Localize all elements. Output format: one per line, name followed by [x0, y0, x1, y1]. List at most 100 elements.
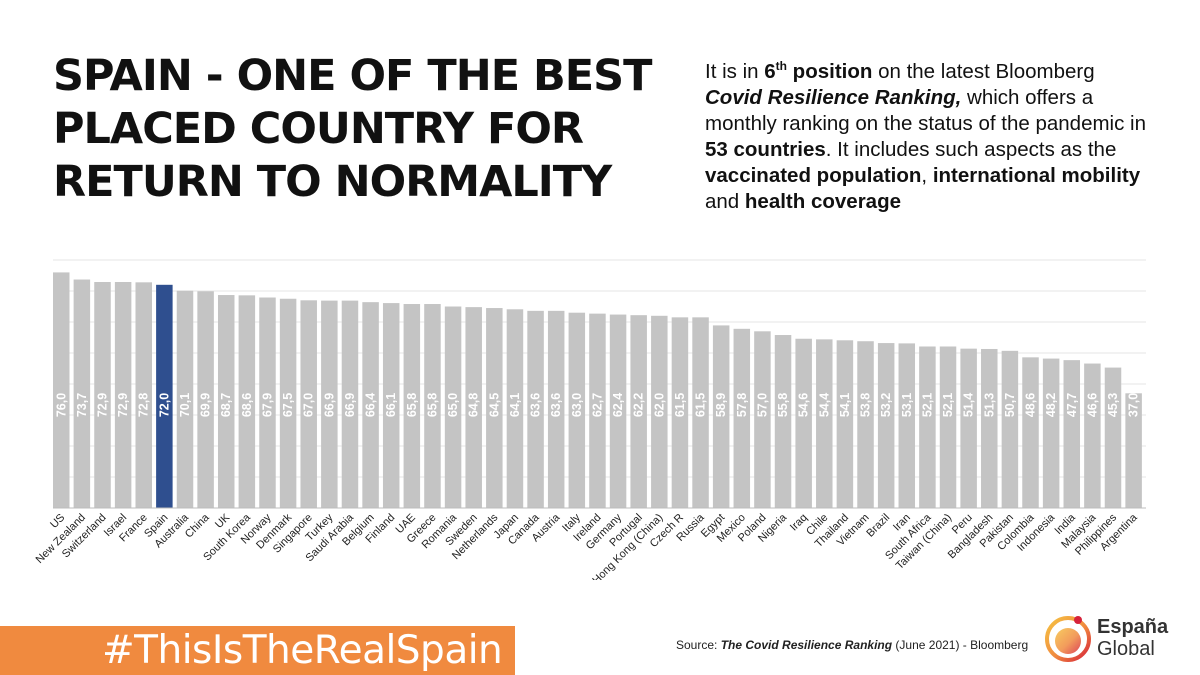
bar: [1104, 367, 1122, 508]
bar: [1125, 393, 1142, 508]
bar: [403, 304, 421, 508]
data-label: 48,6: [1024, 393, 1038, 417]
bar: [341, 300, 359, 508]
headline: SPAIN - ONE OF THE BEST PLACED COUNTRY F…: [53, 50, 653, 209]
bar: [465, 307, 482, 508]
blurb-text-4: . It includes such aspects as the: [825, 137, 1117, 161]
hashtag-banner: #ThisIsTheRealSpain: [0, 626, 515, 675]
blurb-mobility: international mobility: [932, 163, 1141, 187]
bar: [795, 338, 812, 508]
data-label: 63,6: [529, 393, 543, 417]
bar: [486, 308, 503, 508]
bar: [527, 310, 544, 508]
bar: [774, 335, 792, 508]
data-label: 61,5: [694, 393, 708, 417]
logo-line-1: España: [1097, 616, 1169, 638]
bar: [630, 315, 647, 508]
data-label: 64,1: [508, 393, 522, 417]
blurb-position-number: 6: [764, 59, 776, 83]
data-label: 68,6: [240, 393, 254, 417]
bar: [651, 315, 668, 508]
tick-label: China: [183, 511, 212, 540]
data-label: 52,1: [941, 393, 955, 417]
data-label: 50,7: [1003, 393, 1017, 417]
bar: [754, 331, 771, 508]
data-label: 54,1: [838, 393, 852, 417]
bar: [816, 339, 833, 508]
data-label: 57,8: [735, 393, 749, 417]
bar: [279, 298, 297, 508]
headline-line-3: RETURN TO NORMALITY: [53, 157, 612, 207]
data-label: 53,8: [859, 393, 873, 417]
description-text: It is in 6th position on the latest Bloo…: [705, 53, 1155, 215]
bar: [362, 302, 379, 508]
data-label: 63,0: [570, 393, 584, 417]
data-label: 64,8: [467, 393, 481, 417]
data-label: 72,9: [95, 393, 109, 417]
source-suffix: (June 2021) - Bloomberg: [892, 638, 1029, 652]
data-label: 62,2: [632, 393, 646, 417]
blurb-text-6: and: [705, 189, 745, 213]
bar: [176, 290, 194, 508]
data-label: 62,7: [590, 393, 604, 417]
bar: [321, 300, 338, 508]
blurb-text-3: which offers a monthly ranking on the st…: [705, 85, 1147, 135]
bar: [156, 284, 173, 508]
bar: [1022, 357, 1039, 508]
bar: [671, 317, 689, 508]
data-label: 54,4: [817, 393, 831, 417]
source-note: Source: The Covid Resilience Ranking (Ju…: [676, 638, 1028, 652]
data-label: 66,4: [364, 393, 378, 417]
bar: [712, 325, 730, 508]
bar: [506, 309, 524, 508]
espana-global-logo-icon: [1045, 616, 1091, 662]
bar: [733, 328, 751, 508]
bar: [94, 282, 111, 508]
data-label: 65,8: [405, 393, 419, 417]
data-label: 73,7: [75, 393, 89, 417]
headline-line-1: SPAIN - ONE OF THE BEST: [53, 51, 652, 101]
bar: [1001, 350, 1019, 508]
data-label: 52,1: [920, 393, 934, 417]
blurb-position: 6th position: [764, 59, 872, 83]
data-label: 47,7: [1065, 393, 1079, 417]
blurb-ranking-name: Covid Resilience Ranking,: [705, 85, 962, 109]
data-label: 46,6: [1085, 393, 1099, 417]
data-label: 61,5: [673, 393, 687, 417]
bar: [1042, 358, 1060, 508]
bar: [547, 310, 565, 508]
tick-label: Brazil: [864, 512, 892, 540]
blurb-health: health coverage: [744, 189, 901, 213]
data-label: 58,9: [714, 393, 728, 417]
data-label: 72,8: [137, 393, 151, 417]
bar: [857, 341, 874, 508]
bar: [53, 272, 70, 508]
bar: [238, 295, 256, 508]
bar: [1084, 363, 1101, 508]
source-title: The Covid Resilience Ranking: [720, 638, 893, 652]
data-label: 72,0: [157, 393, 171, 417]
data-label: 51,3: [982, 393, 996, 417]
data-label: 53,1: [900, 393, 914, 417]
bar: [589, 313, 606, 508]
data-label: 62,0: [652, 393, 666, 417]
bar: [424, 304, 441, 508]
bar: [135, 282, 152, 508]
data-label: 45,3: [1106, 393, 1120, 417]
bar: [898, 343, 916, 508]
blurb-countries: 53 countries: [705, 137, 826, 161]
bar: [568, 312, 586, 508]
bar: [960, 348, 977, 508]
data-label: 67,5: [281, 393, 295, 417]
headline-line-2: PLACED COUNTRY FOR: [53, 104, 584, 154]
data-label: 48,2: [1044, 393, 1058, 417]
bar: [919, 346, 936, 508]
blurb-text-1: It is in: [705, 59, 765, 83]
data-label: 55,8: [776, 393, 790, 417]
data-label: 53,2: [879, 393, 893, 417]
blurb-position-ordinal: th: [775, 59, 787, 73]
bar: [1063, 360, 1081, 508]
data-label: 63,6: [549, 393, 563, 417]
bar: [981, 348, 998, 508]
